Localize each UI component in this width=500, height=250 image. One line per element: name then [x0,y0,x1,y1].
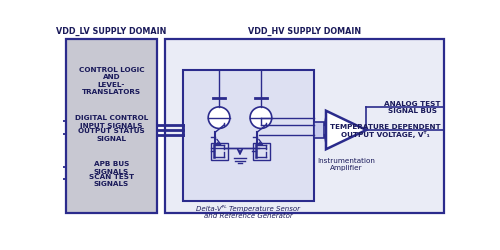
Text: CONTROL LOGIC
AND
LEVEL-
TRANSLATORS: CONTROL LOGIC AND LEVEL- TRANSLATORS [78,66,144,95]
Bar [66,40,157,213]
Bar [165,40,444,213]
Bar [212,144,228,160]
Text: APB BUS
SIGNALS: APB BUS SIGNALS [94,160,129,174]
Text: ANALOG TEST
SIGNAL BUS: ANALOG TEST SIGNAL BUS [384,101,440,114]
Text: OUTPUT STATUS
SIGNAL: OUTPUT STATUS SIGNAL [78,128,144,141]
Bar [184,71,314,201]
Bar [314,122,324,139]
Polygon shape [326,111,366,150]
Circle shape [208,108,230,129]
Text: SCAN TEST
SIGNALS: SCAN TEST SIGNALS [89,173,134,186]
Text: Instrumentation
Amplifier: Instrumentation Amplifier [317,157,375,170]
Text: VDD_HV SUPPLY DOMAIN: VDD_HV SUPPLY DOMAIN [248,26,361,35]
Circle shape [250,108,272,129]
Bar [253,144,270,160]
Text: TEMPERATURE DEPENDENT
OUTPUT VOLTAGE, Vᵀ₁: TEMPERATURE DEPENDENT OUTPUT VOLTAGE, Vᵀ… [330,124,440,138]
Text: Delta-Vᴾᴸ Temperature Sensor
and Reference Generator: Delta-Vᴾᴸ Temperature Sensor and Referen… [196,204,300,218]
Text: VDD_LV SUPPLY DOMAIN: VDD_LV SUPPLY DOMAIN [56,26,166,35]
Text: DIGITAL CONTROL
INPUT SIGNALS: DIGITAL CONTROL INPUT SIGNALS [74,114,148,128]
